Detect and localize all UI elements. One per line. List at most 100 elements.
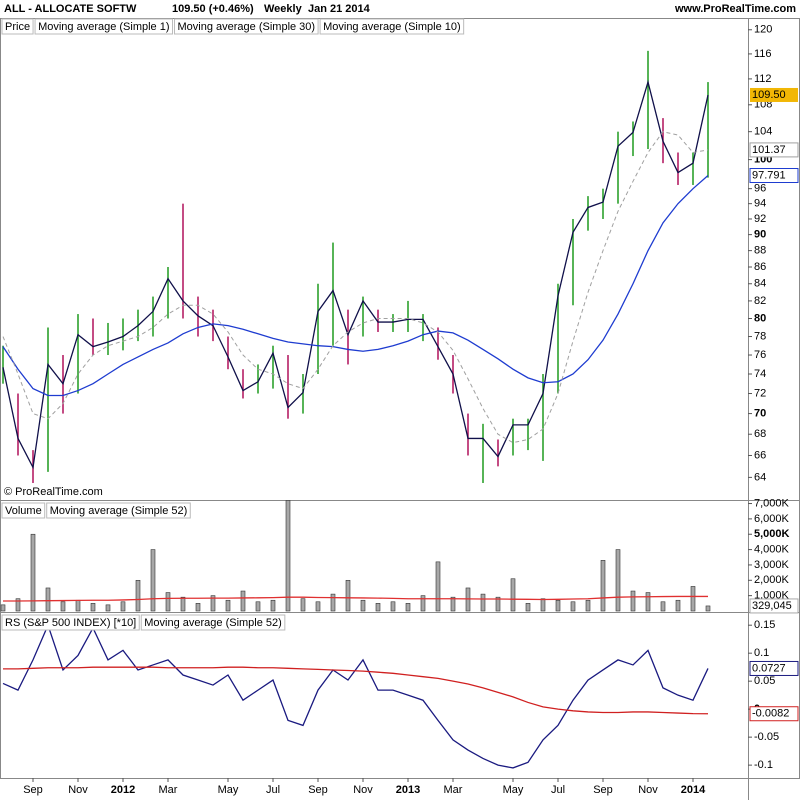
volume-bar	[225, 599, 231, 612]
x-tick-label: Jul	[551, 784, 565, 796]
volume-bar	[360, 599, 366, 612]
y-tick-label: 104	[754, 126, 772, 138]
y-tick-label: 92	[754, 213, 766, 225]
y-tick-label: 88	[754, 245, 766, 257]
legend-label: Moving average (Simple 52)	[144, 617, 282, 629]
legend-label: Moving average (Simple 30)	[178, 21, 316, 33]
last-value: 109.50	[750, 87, 798, 102]
legend-item: Moving average (Simple 52)	[140, 614, 286, 631]
last-value-box	[749, 142, 799, 158]
last-value: 329,045	[749, 598, 799, 614]
y-tick-label: 68	[754, 428, 766, 440]
volume-bar	[165, 592, 171, 612]
x-tick-label: Jul	[266, 784, 280, 796]
volume-bar	[585, 599, 591, 612]
change: 109.50 (+0.46%)	[172, 3, 254, 15]
volume-bar	[660, 601, 666, 612]
volume-bar	[75, 599, 81, 612]
last-value-label: 0.0727	[752, 662, 786, 674]
x-tick-label: 2012	[111, 784, 135, 796]
volume-bar	[120, 601, 126, 612]
legend-label: Volume	[5, 505, 42, 517]
line	[2, 175, 709, 397]
y-tick-label: 112	[754, 73, 772, 85]
y-tick-label: 74	[754, 368, 766, 380]
legend-item: Moving average (Simple 10)	[319, 18, 465, 35]
volume-bar	[450, 596, 456, 612]
y-tick-label: 0.05	[754, 675, 775, 687]
last-value-label: 329,045	[752, 600, 792, 612]
volume-bar	[255, 601, 261, 612]
x-tick-label: Nov	[353, 784, 373, 796]
y-tick-label: 70	[754, 407, 766, 419]
volume-bar	[570, 601, 576, 612]
legend-label: Moving average (Simple 10)	[323, 21, 461, 33]
x-tick-label: Mar	[159, 784, 178, 796]
volume-bar	[525, 603, 531, 612]
y-tick-label: 86	[754, 261, 766, 273]
x-tick-label: Mar	[444, 784, 463, 796]
last-value-label: 101.37	[752, 144, 786, 156]
legend-label: Price	[5, 21, 30, 33]
y-tick-label: 6,000K	[754, 513, 790, 525]
y-tick-label: 76	[754, 349, 766, 361]
last-value-label: -0.0082	[752, 708, 789, 720]
x-tick-label: Nov	[68, 784, 88, 796]
line	[3, 666, 709, 715]
line	[3, 595, 708, 602]
symbol: ALL - ALLOCATE SOFTW	[4, 3, 137, 15]
y-tick-label: 84	[754, 278, 766, 290]
volume-bar	[270, 599, 276, 612]
volume-bar	[330, 593, 336, 612]
y-tick-label: 72	[754, 387, 766, 399]
x-tick-label: Sep	[23, 784, 43, 796]
y-tick-label: 0.1	[754, 647, 769, 659]
volume-bar	[285, 500, 291, 612]
x-tick-label: May	[503, 784, 524, 796]
volume-bar	[60, 601, 66, 612]
y-tick-label: 3,000K	[754, 559, 790, 571]
volume-bar	[30, 533, 36, 612]
volume-bar	[15, 598, 21, 612]
legend-item: Price	[1, 18, 34, 35]
legend-box	[1, 18, 34, 35]
y-tick-label: 64	[754, 471, 766, 483]
volume-bar	[630, 590, 636, 612]
y-tick-label: 90	[754, 229, 766, 241]
legend-box	[140, 614, 286, 631]
line	[2, 79, 709, 470]
y-tick-label: -0.05	[754, 731, 779, 743]
volume-bar	[555, 599, 561, 612]
volume-bar	[675, 599, 681, 612]
last-value: 101.37	[749, 142, 799, 158]
y-tick-label: 80	[754, 312, 766, 324]
volume-bar	[705, 605, 711, 612]
last-value-box	[750, 87, 798, 102]
volume-bar	[0, 604, 6, 612]
y-tick-label: 2,000K	[754, 574, 790, 586]
last-value: -0.0082	[749, 706, 799, 722]
x-tick-label: 2014	[681, 784, 706, 796]
volume-bar	[510, 578, 516, 612]
y-tick-label: 5,000K	[754, 528, 790, 540]
y-tick-label: -0.1	[754, 759, 773, 771]
volume-bar	[135, 579, 141, 612]
last-value-box	[749, 598, 799, 614]
legend-item: Moving average (Simple 1)	[34, 18, 174, 35]
legend-item: Moving average (Simple 52)	[46, 502, 191, 519]
last-value-box	[749, 168, 799, 184]
volume-bar	[240, 590, 246, 612]
y-tick-label: 7,000K	[754, 497, 790, 509]
period: Weekly	[264, 3, 303, 15]
x-tick-label: May	[218, 784, 239, 796]
site: www.ProRealTime.com	[674, 3, 796, 15]
volume-bar	[420, 595, 426, 612]
volume-bar	[180, 596, 186, 612]
y-tick-label: 82	[754, 295, 766, 307]
line	[2, 623, 709, 769]
y-tick-label: 78	[754, 330, 766, 342]
volume-bar	[495, 596, 501, 612]
